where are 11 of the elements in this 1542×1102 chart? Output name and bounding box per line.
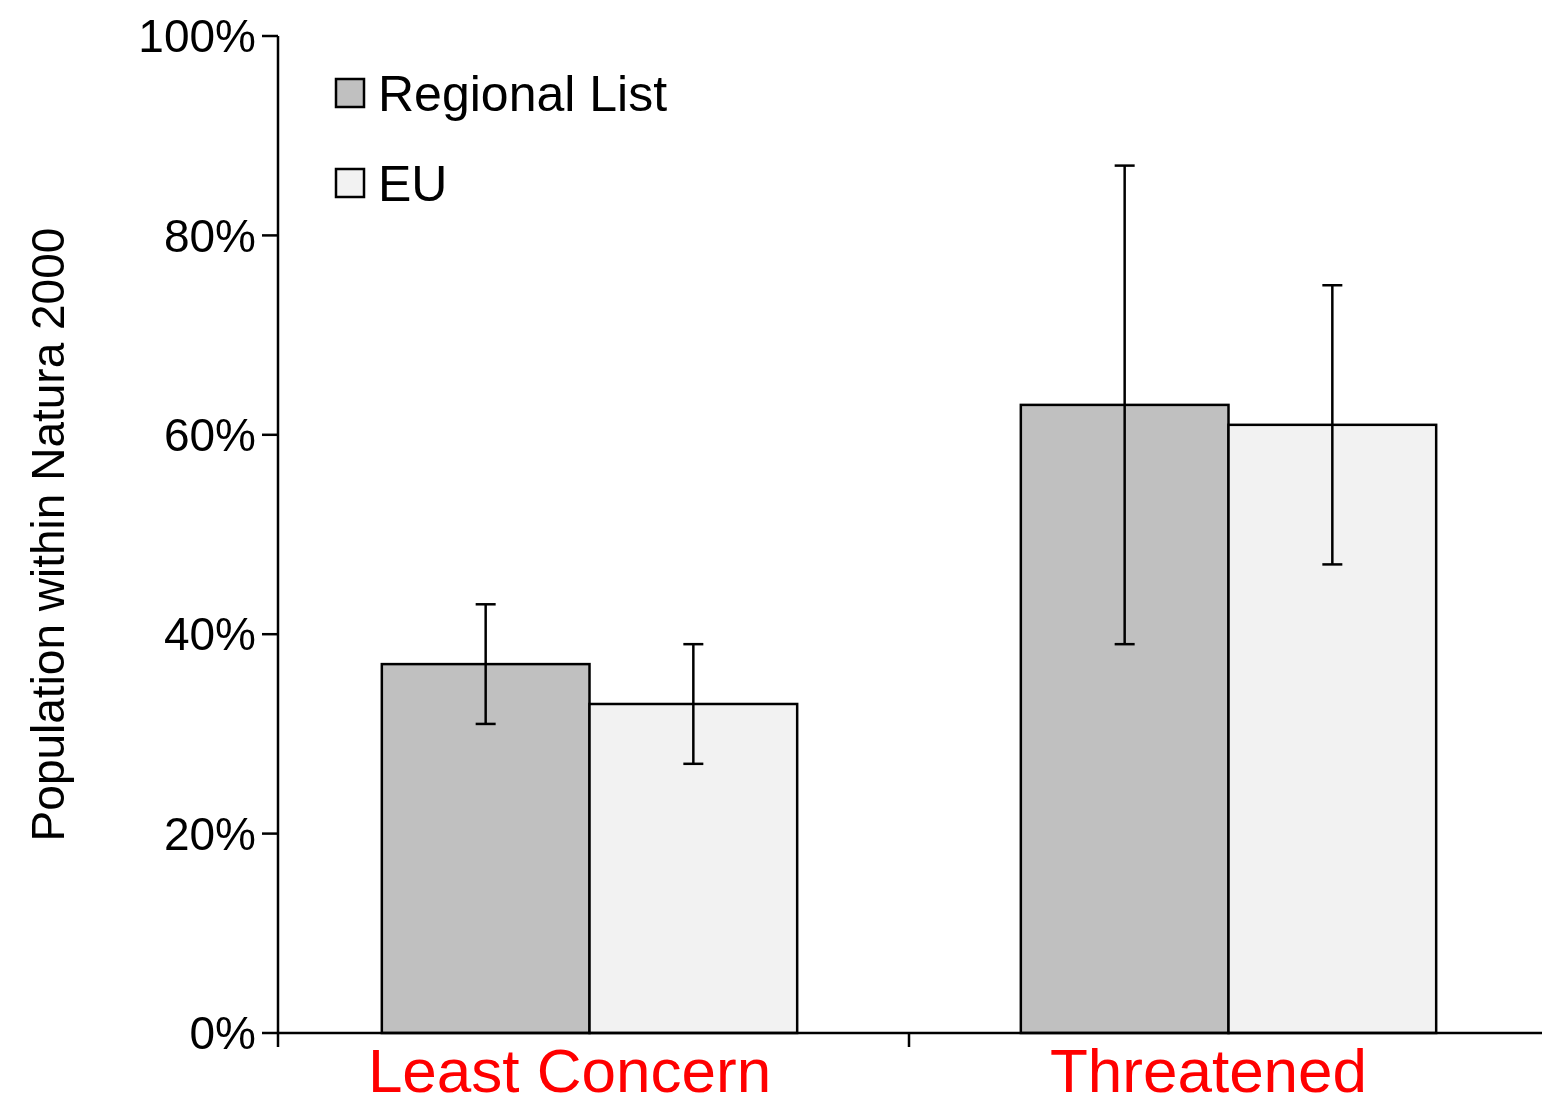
y-tick-label: 80% — [163, 209, 256, 262]
legend-label: EU — [378, 155, 448, 212]
y-tick-label: 40% — [163, 608, 256, 661]
y-tick-label: 100% — [138, 10, 256, 63]
y-tick-label: 20% — [163, 807, 256, 860]
x-tick-label: Least Concern — [367, 1036, 772, 1102]
y-tick-label: 0% — [189, 1007, 256, 1060]
x-tick-label: Threatened — [1049, 1036, 1368, 1102]
legend-label: Regional List — [378, 65, 668, 122]
y-tick-label: 60% — [163, 408, 256, 461]
y-axis-title: Population within Natura 2000 — [22, 227, 74, 842]
